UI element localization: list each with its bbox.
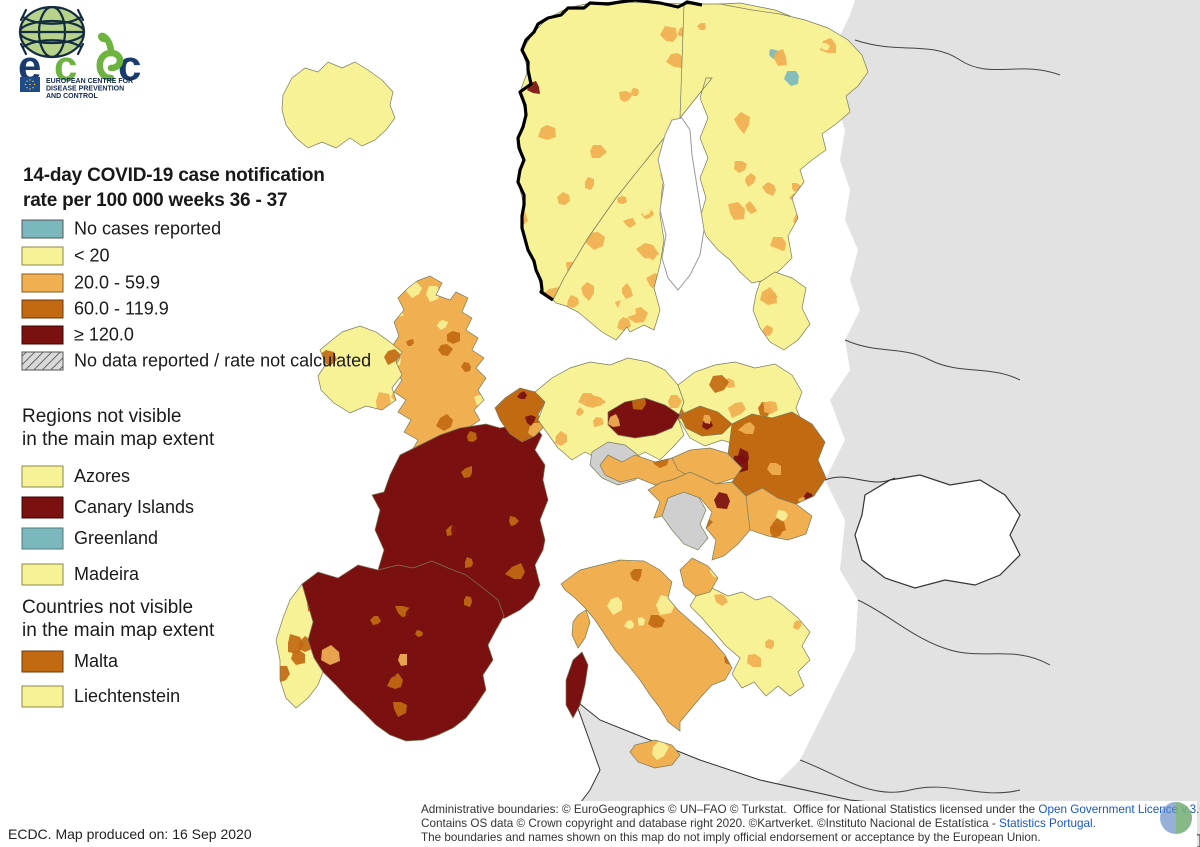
svg-text:Azores: Azores bbox=[74, 466, 130, 486]
svg-text:< 20: < 20 bbox=[74, 246, 110, 266]
svg-text:Liechtenstein: Liechtenstein bbox=[74, 686, 180, 706]
svg-text:Greenland: Greenland bbox=[74, 528, 158, 548]
svg-text:Canary Islands: Canary Islands bbox=[74, 497, 194, 517]
svg-text:Countries not visible: Countries not visible bbox=[22, 597, 193, 618]
svg-text:Malta: Malta bbox=[74, 651, 119, 671]
svg-text:≥ 120.0: ≥ 120.0 bbox=[74, 325, 134, 345]
svg-text:Madeira: Madeira bbox=[74, 564, 140, 584]
svg-text:AND CONTROL: AND CONTROL bbox=[46, 93, 98, 100]
svg-text:EUROPEAN CENTRE FOR: EUROPEAN CENTRE FOR bbox=[46, 78, 133, 85]
svg-text:60.0 - 119.9: 60.0 - 119.9 bbox=[74, 299, 169, 319]
svg-text:in the main map extent: in the main map extent bbox=[22, 620, 215, 641]
svg-text:No cases reported: No cases reported bbox=[74, 219, 221, 239]
svg-text:No data reported / rate not ca: No data reported / rate not calculated bbox=[74, 351, 371, 371]
svg-text:20.0 - 59.9: 20.0 - 59.9 bbox=[74, 273, 160, 293]
svg-text:DISEASE PREVENTION: DISEASE PREVENTION bbox=[46, 86, 124, 93]
